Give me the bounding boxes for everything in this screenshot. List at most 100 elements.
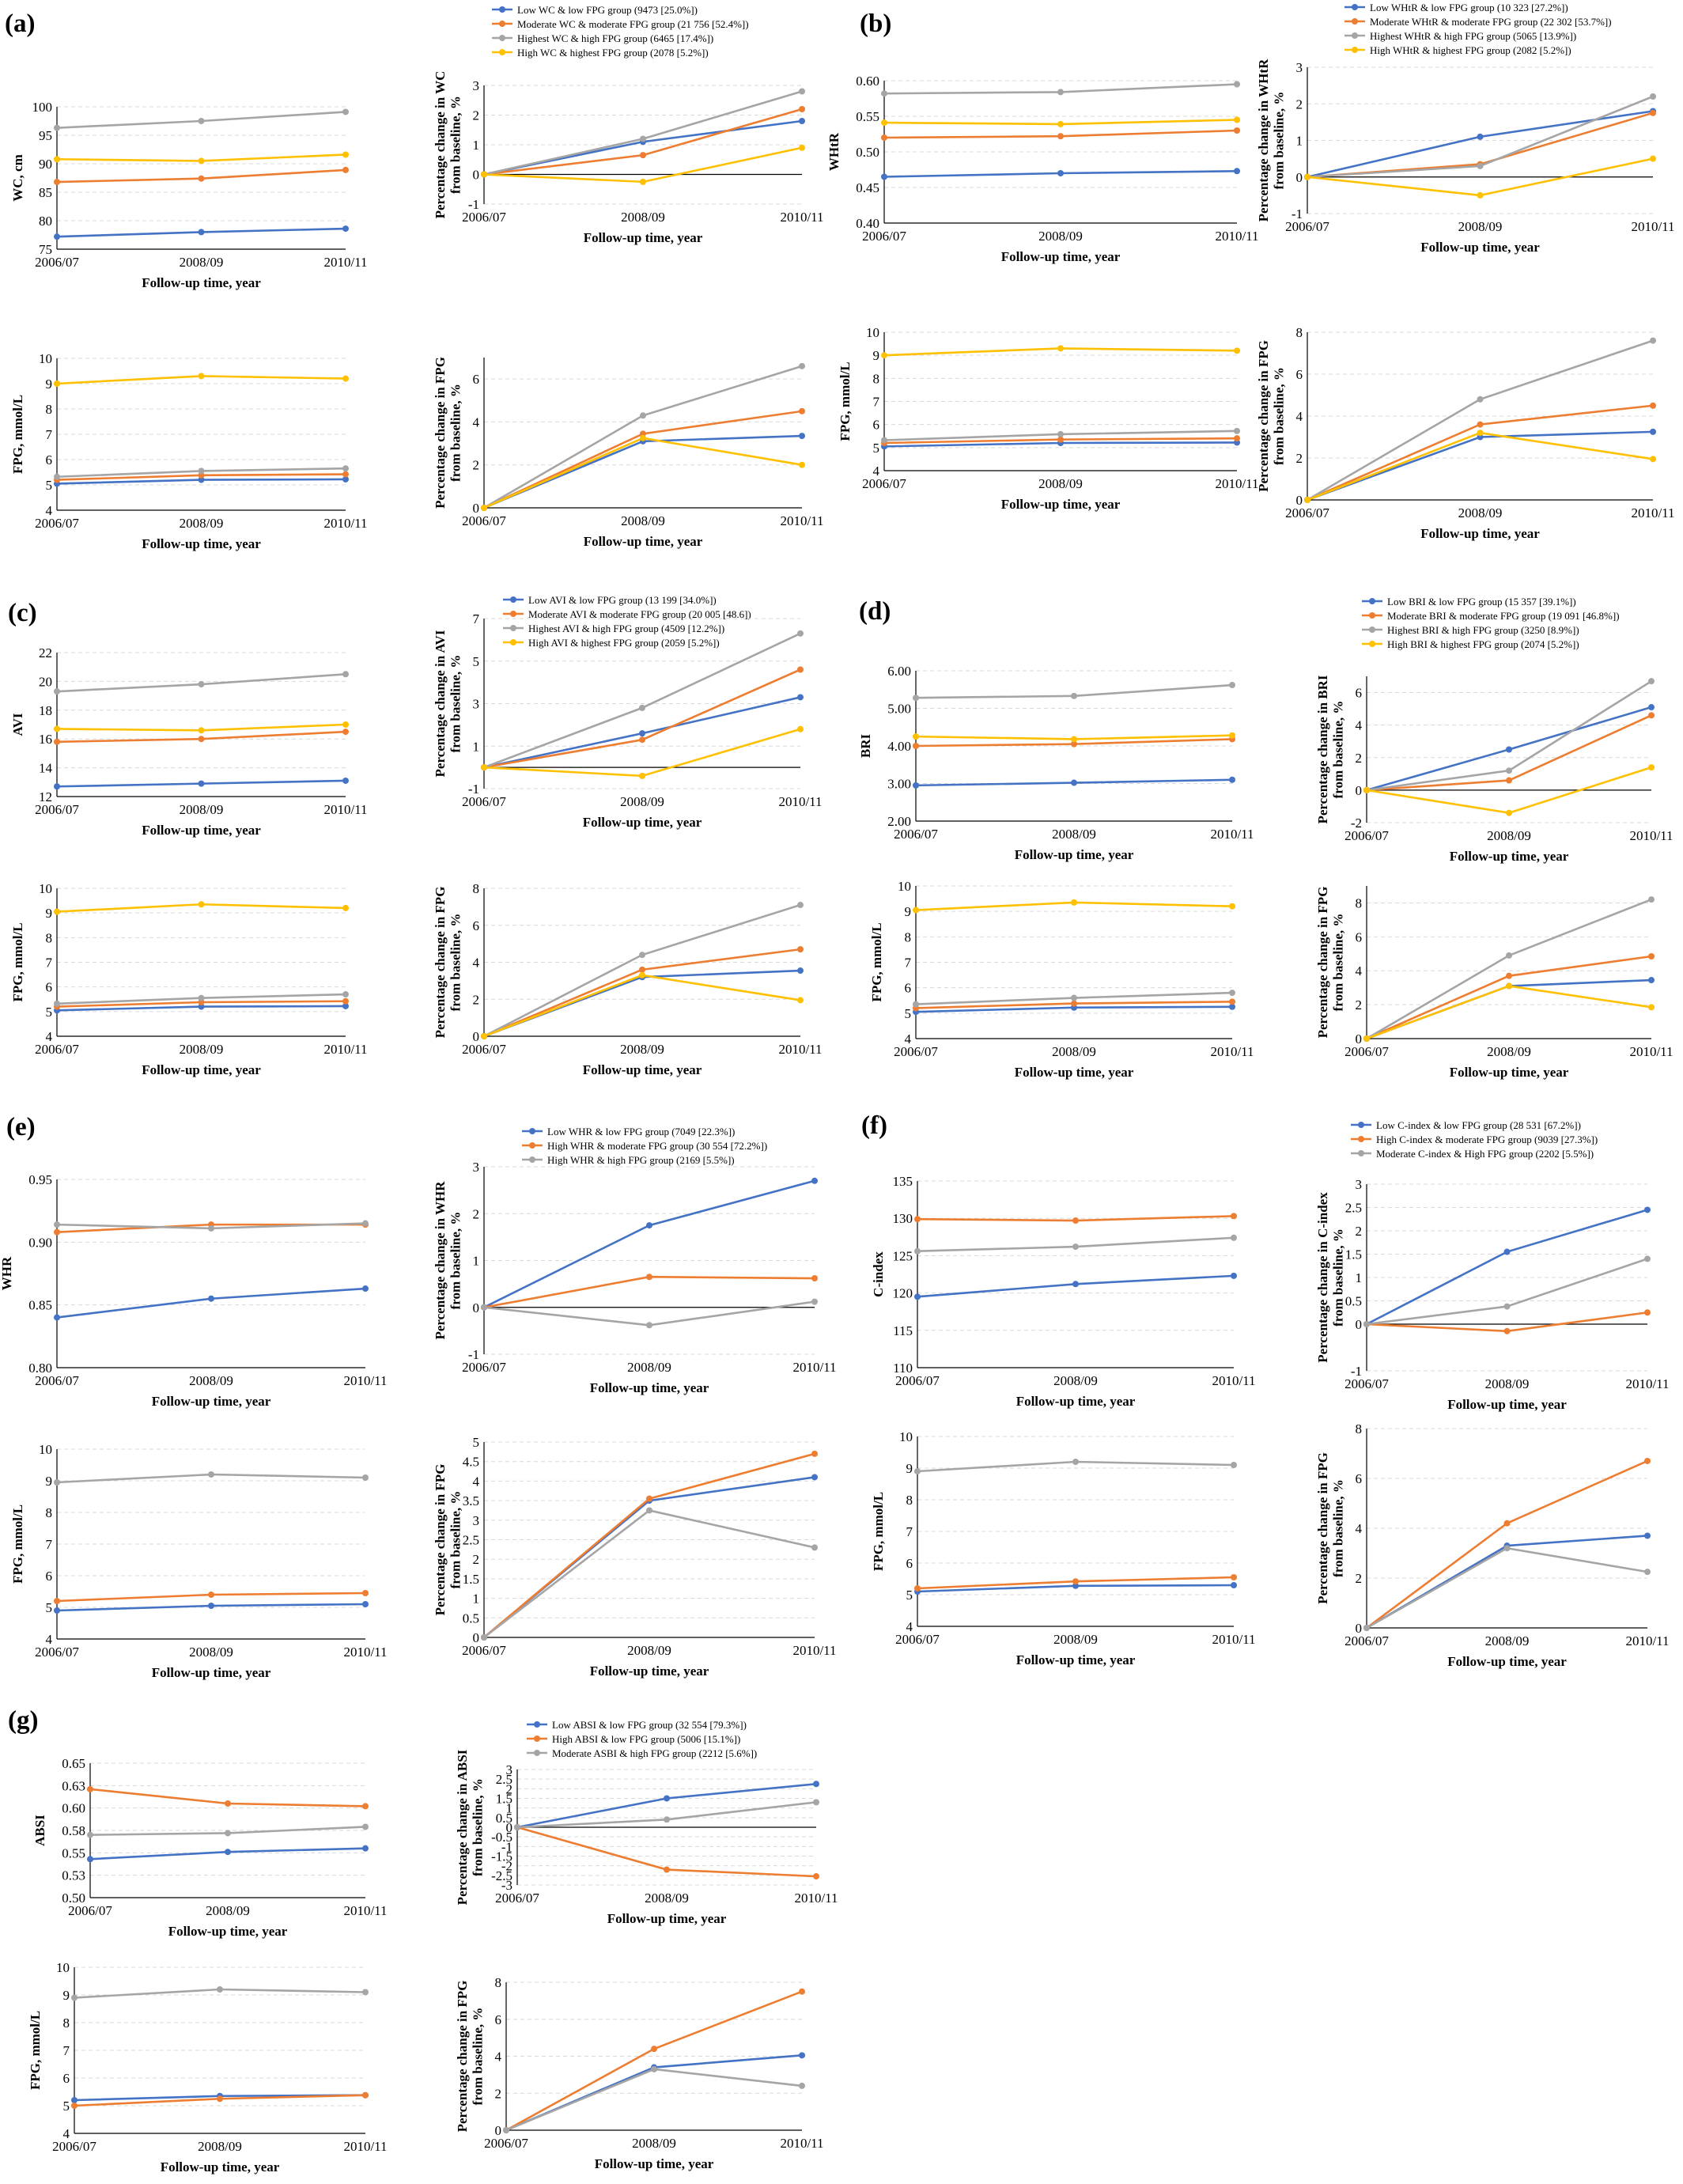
- y-tick-label: 0: [1356, 783, 1363, 798]
- y-tick-label: 6: [473, 918, 480, 933]
- x-tick-label: 2010/11: [1629, 1044, 1673, 1059]
- legend-marker: [1352, 4, 1358, 10]
- y-tick-label: 12: [39, 789, 52, 804]
- legend-entry: High BRI & highest FPG group (2074 [5.2%…: [1387, 638, 1579, 650]
- data-point: [54, 725, 60, 732]
- data-point: [54, 1598, 60, 1604]
- y-tick-label: 115: [893, 1323, 913, 1338]
- data-point: [1231, 1462, 1237, 1468]
- y-tick-label: 0.85: [28, 1298, 52, 1313]
- x-tick-label: 2006/07: [894, 827, 938, 842]
- x-tick-label: 2006/07: [52, 2139, 96, 2154]
- series-line: [483, 632, 801, 769]
- series-line: [483, 90, 803, 176]
- data-point: [914, 1468, 921, 1474]
- legend-entry: High WHtR & highest FPG group (2082 [5.2…: [1370, 44, 1571, 56]
- data-point: [1648, 977, 1655, 984]
- y-tick-label: 6: [1356, 1471, 1363, 1486]
- y-axis-label: FPG, mmol/L: [838, 361, 853, 441]
- panel-label: (g): [8, 1706, 38, 1735]
- y-tick-label: 8: [46, 402, 53, 417]
- x-tick-label: 2010/11: [1631, 505, 1674, 520]
- x-tick-label: 2006/07: [462, 1360, 506, 1375]
- y-tick-label: 2: [506, 1781, 513, 1796]
- x-tick-label: 2008/09: [632, 2136, 676, 2151]
- data-point: [1477, 396, 1484, 403]
- data-point: [1650, 402, 1656, 409]
- legend-entry: High C-index & moderate FPG group (9039 …: [1376, 1134, 1598, 1145]
- y-tick-label: 8: [473, 881, 480, 896]
- y-axis-label: Percentage change in FPGfrom baseline, %: [433, 357, 463, 509]
- x-axis-label: Follow-up time, year: [142, 536, 261, 551]
- series-line: [1366, 985, 1652, 1040]
- x-tick-label: 2010/11: [1212, 1632, 1255, 1647]
- x-tick-label: 2006/07: [894, 1044, 938, 1059]
- data-point: [1648, 1004, 1655, 1011]
- data-point: [1363, 1625, 1370, 1631]
- y-tick-label: 2: [473, 108, 480, 123]
- y-tick-label: 8: [46, 930, 53, 945]
- data-point: [481, 1304, 487, 1311]
- data-point: [54, 1314, 60, 1321]
- data-point: [1477, 430, 1484, 437]
- y-tick-label: 5: [473, 654, 480, 669]
- x-tick-label: 2006/07: [462, 1042, 506, 1057]
- y-tick-label: 1: [506, 1801, 513, 1816]
- data-point: [198, 727, 205, 734]
- y-tick-label: 6: [63, 2071, 70, 2086]
- legend-marker: [534, 1750, 540, 1756]
- data-point: [1304, 173, 1310, 180]
- series-line: [56, 1287, 366, 1319]
- data-point: [797, 694, 804, 701]
- data-point: [198, 229, 205, 236]
- data-point: [1072, 1243, 1079, 1251]
- x-tick-label: 2010/11: [1215, 229, 1258, 244]
- x-axis-label: Follow-up time, year: [583, 815, 702, 830]
- x-tick-label: 2010/11: [778, 1042, 822, 1057]
- x-axis-label: Follow-up time, year: [142, 823, 261, 838]
- y-tick-label: 4: [1356, 718, 1363, 733]
- data-point: [1477, 133, 1484, 140]
- x-tick-label: 2008/09: [180, 255, 224, 270]
- data-point: [797, 902, 804, 909]
- x-axis-label: Follow-up time, year: [168, 1924, 288, 1939]
- y-tick-label: 125: [893, 1248, 913, 1263]
- y-tick-label: 2.00: [887, 814, 911, 829]
- y-tick-label: 0.55: [62, 1845, 85, 1860]
- legend-entry: Moderate AVI & moderate FPG group (20 00…: [528, 608, 751, 620]
- x-tick-label: 2008/09: [1038, 476, 1083, 491]
- y-tick-label: 1.5: [1345, 1247, 1362, 1262]
- data-point: [1234, 427, 1240, 434]
- y-tick-label: 7: [873, 395, 880, 410]
- y-tick-label: 1: [473, 1254, 480, 1269]
- y-tick-label: 10: [39, 881, 52, 896]
- panel-label: (d): [859, 597, 891, 626]
- x-axis-label: Follow-up time, year: [1016, 1652, 1136, 1667]
- chart-a-fpg: 4 5 6 7 8 9 10 2006/07 2008/09 2010/11 Follow-up t…: [10, 351, 368, 551]
- y-tick-label: 5: [905, 1006, 912, 1021]
- y-tick-label: 4: [473, 1474, 480, 1489]
- y-tick-label: 4: [906, 1619, 913, 1634]
- x-tick-label: 2006/07: [35, 1042, 79, 1057]
- x-tick-label: 2010/11: [778, 794, 822, 809]
- y-tick-label: 2: [473, 992, 480, 1007]
- x-tick-label: 2010/11: [1215, 476, 1258, 491]
- chart-c-fpg: 4 5 6 7 8 9 10 2006/07 2008/09 2010/11 Follow-up t…: [10, 881, 368, 1077]
- data-point: [342, 465, 349, 472]
- y-tick-label: 3: [473, 697, 480, 712]
- x-tick-label: 2006/07: [462, 210, 506, 225]
- data-point: [1229, 998, 1235, 1005]
- legend-marker: [510, 639, 516, 645]
- x-tick-label: 2010/11: [780, 210, 823, 225]
- legend-entry: Moderate BRI & moderate FPG group (19 09…: [1387, 610, 1620, 622]
- chart-g-absipct: -3-2.5-2-1.5-1-0.500.511.522.53 2006/07 20…: [455, 1749, 838, 1926]
- data-point: [1229, 990, 1235, 997]
- legend-marker: [534, 1735, 540, 1742]
- y-tick-label: -1: [1351, 1364, 1362, 1379]
- series-line: [1307, 339, 1654, 502]
- y-tick-label: 6: [906, 1556, 913, 1571]
- y-tick-label: 4.00: [887, 739, 911, 754]
- y-tick-label: 85: [39, 185, 52, 200]
- data-point: [797, 967, 804, 975]
- x-tick-label: 2006/07: [1285, 219, 1329, 234]
